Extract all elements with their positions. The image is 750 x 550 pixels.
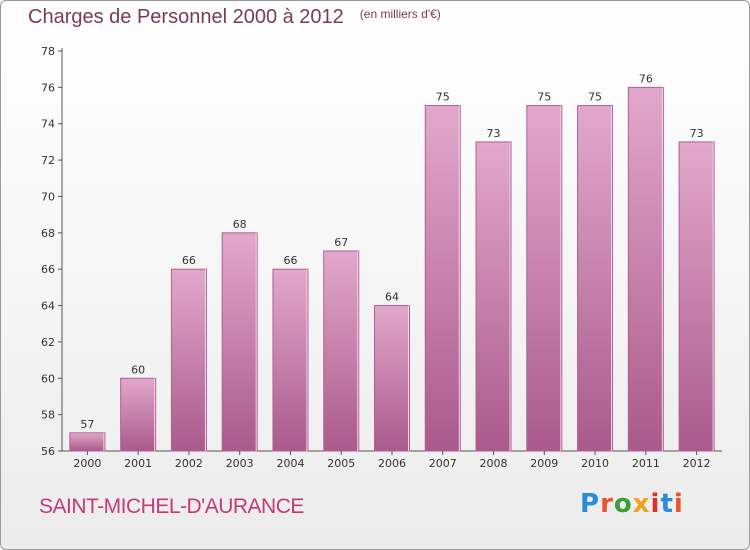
bar-2004 (272, 268, 309, 452)
x-tick-label-2006: 2006 (378, 457, 406, 470)
x-tick-label-2009: 2009 (530, 457, 558, 470)
bar-2001 (120, 377, 157, 452)
y-tick-label: 64 (41, 300, 55, 313)
x-tick-label-2011: 2011 (632, 457, 660, 470)
x-tick-label-2004: 2004 (276, 457, 304, 470)
bar-2012 (678, 141, 715, 452)
commune-name: SAINT-MICHEL-D'AURANCE (39, 495, 304, 518)
logo-letter: i (673, 489, 684, 519)
logo-letter: P (580, 489, 601, 519)
data-label-2004: 66 (283, 254, 297, 267)
data-label-2010: 75 (588, 91, 602, 104)
data-label-2008: 73 (487, 127, 501, 140)
bar-2008 (475, 141, 512, 452)
x-tick-label-2002: 2002 (175, 457, 203, 470)
data-label-2011: 76 (639, 72, 653, 85)
x-tick-label-2012: 2012 (683, 457, 711, 470)
x-tick-label-2003: 2003 (226, 457, 254, 470)
bar-2003 (221, 232, 258, 452)
chart-unit: (en milliers d'€) (359, 7, 441, 21)
y-tick-label: 76 (41, 81, 55, 94)
y-tick-label: 70 (41, 190, 55, 203)
data-label-2001: 60 (131, 363, 145, 376)
y-tick-label: 56 (41, 445, 55, 458)
logo-letter: o (613, 489, 633, 519)
proxiti-logo: Proxiti (580, 489, 684, 519)
y-tick-label: 68 (41, 227, 55, 240)
y-tick-label: 72 (41, 154, 55, 167)
y-tick-label: 78 (41, 45, 55, 58)
logo-letter: t (660, 489, 674, 519)
logo-letter: i (650, 489, 661, 519)
y-tick-label: 74 (41, 118, 55, 131)
chart-title: Charges de Personnel 2000 à 2012 (en mill… (28, 6, 441, 29)
data-label-2000: 57 (80, 418, 94, 431)
data-label-2002: 66 (182, 254, 196, 267)
x-tick-label-2001: 2001 (124, 457, 152, 470)
x-tick-label-2005: 2005 (327, 457, 355, 470)
bar-2002 (170, 268, 207, 452)
y-tick-label: 58 (41, 409, 55, 422)
data-label-2005: 67 (334, 236, 348, 249)
bar-2009 (526, 105, 563, 452)
logo-letter: x (632, 489, 651, 519)
y-tick-label: 62 (41, 336, 55, 349)
data-label-2012: 73 (690, 127, 704, 140)
x-tick-label-2010: 2010 (581, 457, 609, 470)
data-label-2006: 64 (385, 291, 399, 304)
bar-2006 (374, 305, 410, 452)
bar-2005 (323, 250, 360, 452)
x-tick-label-2008: 2008 (480, 457, 508, 470)
bar-2000 (69, 432, 106, 452)
bar-2011 (627, 86, 664, 452)
x-tick-label-2007: 2007 (429, 457, 457, 470)
chart-title-text: Charges de Personnel 2000 à 2012 (28, 6, 344, 28)
y-tick-label: 66 (41, 263, 55, 276)
data-label-2007: 75 (436, 91, 450, 104)
data-label-2009: 75 (537, 91, 551, 104)
x-tick-label-2000: 2000 (73, 457, 101, 470)
data-label-2003: 68 (233, 218, 247, 231)
y-tick-label: 60 (41, 372, 55, 385)
bar-2007 (424, 105, 461, 452)
logo-letter: r (600, 489, 614, 519)
bar-2010 (577, 105, 614, 452)
